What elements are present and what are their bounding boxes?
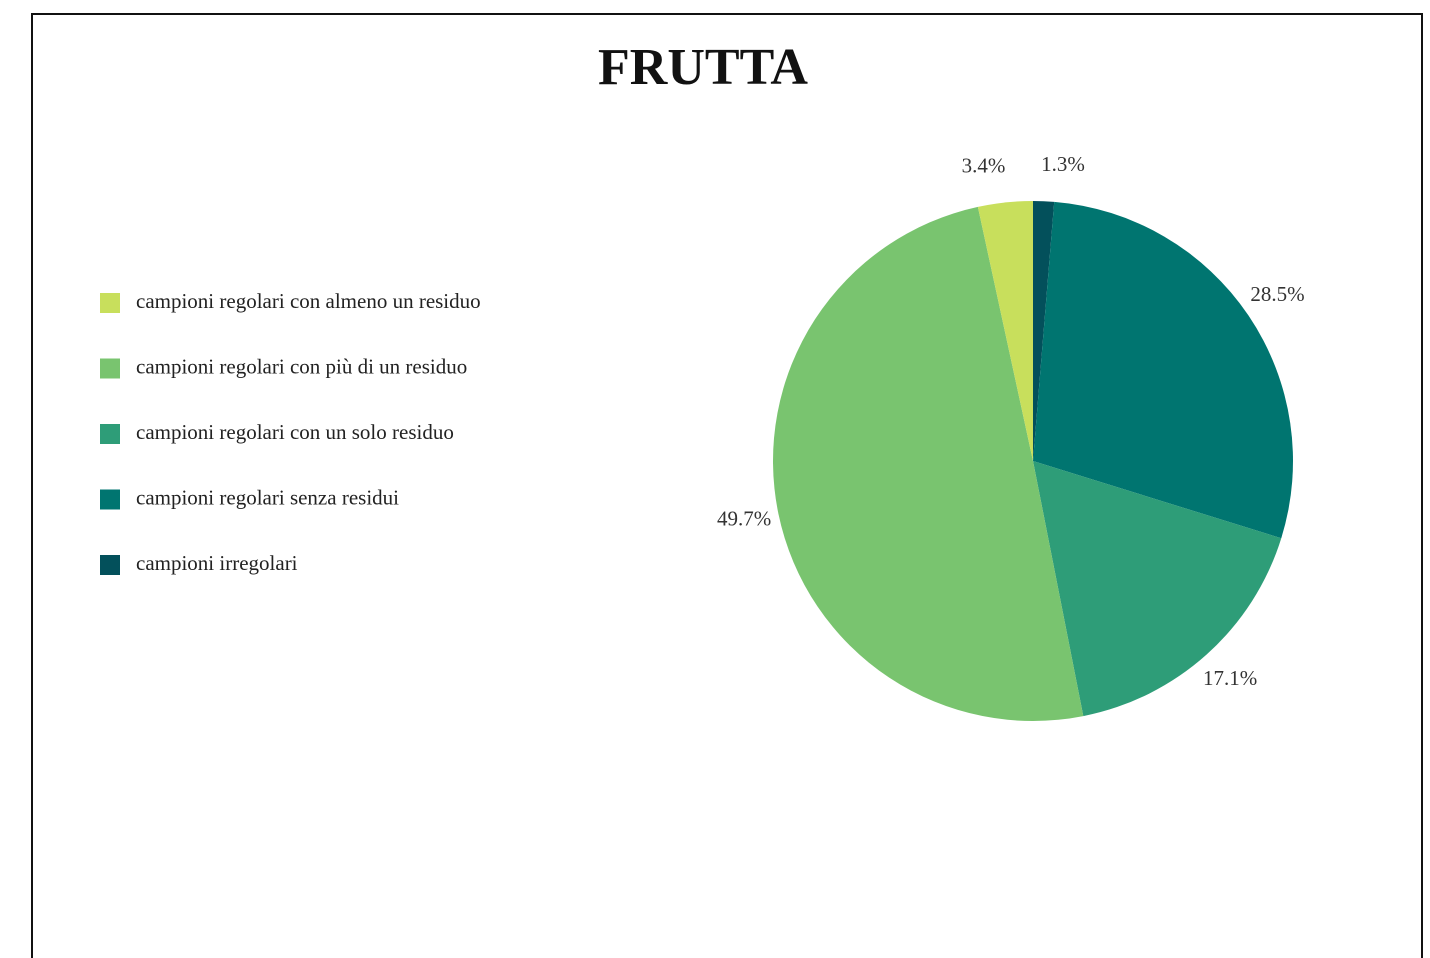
data-label: 3.4% (962, 153, 1006, 177)
chart-title: FRUTTA (598, 39, 808, 96)
data-label: 28.5% (1250, 282, 1304, 306)
legend-label: campioni regolari con un solo residuo (136, 420, 454, 444)
legend-swatch (100, 424, 120, 444)
legend-swatch (100, 293, 120, 313)
legend-label: campioni regolari con più di un residuo (136, 354, 467, 378)
pie-slice (977, 201, 1033, 461)
legend-label: campioni irregolari (136, 551, 298, 575)
legend-label: campioni regolari con almeno un residuo (136, 289, 481, 313)
legend-label: campioni regolari senza residui (136, 485, 399, 509)
data-label: 49.7% (717, 507, 771, 531)
pie-slice (1033, 201, 1055, 461)
legend-swatch (100, 358, 120, 379)
legend-swatch (100, 489, 120, 510)
data-label: 17.1% (1203, 666, 1257, 690)
data-label: 1.3% (1041, 152, 1085, 176)
pie-slice (1033, 201, 1293, 539)
legend-swatch (100, 555, 120, 575)
pie-slice (1033, 461, 1282, 717)
pie-slice (772, 206, 1084, 722)
